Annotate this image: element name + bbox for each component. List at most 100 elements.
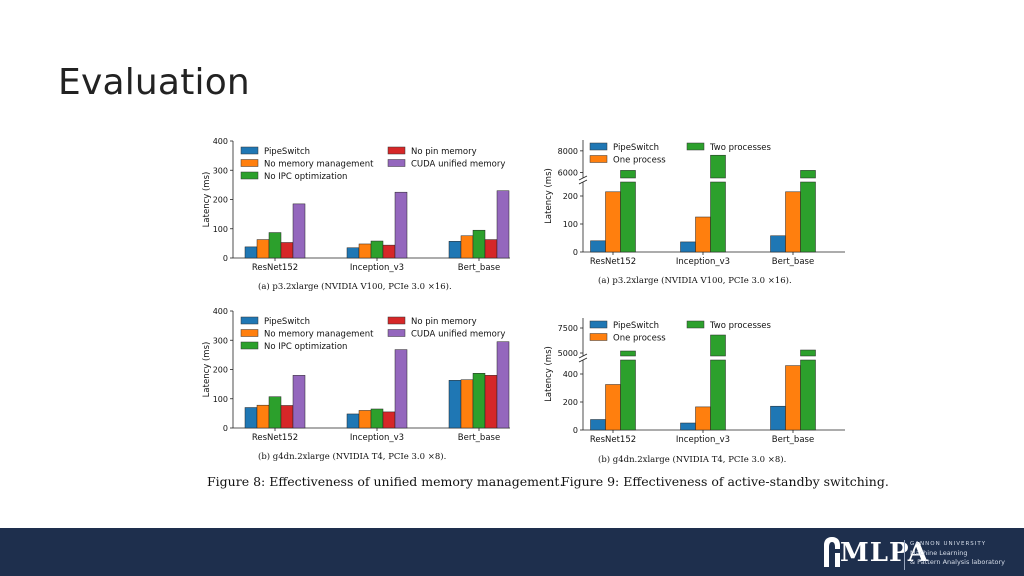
bar: [472, 229, 486, 259]
legend-label: CUDA unified memory: [411, 160, 505, 170]
y-tick-label: 400: [213, 307, 228, 316]
bar: [496, 341, 510, 429]
bar: [346, 247, 360, 259]
bar: [256, 404, 270, 429]
legend-swatch: [589, 320, 608, 329]
bar: [680, 422, 696, 431]
legend-swatch: [240, 341, 259, 350]
bar-lower-segment: [800, 181, 816, 253]
bar-upper-segment: [620, 350, 636, 357]
x-tick-label: Bert_base: [458, 263, 500, 273]
bar: [695, 406, 711, 431]
y-tick-label: 6000: [558, 169, 578, 178]
legend-swatch: [387, 329, 406, 337]
bar: [358, 243, 372, 259]
bar-upper-segment: [800, 170, 816, 179]
y-tick-label: 0: [223, 254, 228, 263]
x-tick-label: ResNet152: [252, 433, 298, 443]
x-tick-label: Inception_v3: [676, 435, 730, 445]
chart-caption: (a) p3.2xlarge (NVIDIA V100, PCIe 3.0 ×1…: [598, 275, 792, 286]
chart-caption: (b) g4dn.2xlarge (NVIDIA T4, PCIe 3.0 ×8…: [598, 454, 786, 465]
legend-label: No IPC optimization: [264, 172, 347, 182]
slide-title: Evaluation: [58, 62, 250, 103]
logo-divider: [904, 540, 905, 570]
legend-swatch: [240, 329, 259, 337]
lab-logo-text: MLPA: [840, 538, 929, 568]
x-tick-label: Bert_base: [772, 435, 814, 445]
chart-caption: (a) p3.2xlarge (NVIDIA V100, PCIe 3.0 ×1…: [258, 281, 452, 292]
bar-lower-segment: [800, 359, 816, 431]
y-tick-label: 400: [213, 137, 228, 146]
y-tick-label: 200: [563, 192, 578, 201]
bar: [680, 241, 696, 253]
y-tick-label: 400: [563, 370, 578, 379]
bar: [448, 241, 462, 259]
legend-label: No pin memory: [411, 317, 477, 327]
bar: [448, 380, 462, 429]
legend-label: CUDA unified memory: [411, 330, 505, 340]
x-tick-label: Bert_base: [772, 257, 814, 267]
legend-label: Two processes: [709, 143, 772, 153]
legend-swatch: [589, 333, 608, 341]
x-tick-label: ResNet152: [590, 435, 636, 445]
y-axis-label: Latency (ms): [544, 346, 554, 402]
bar: [605, 384, 621, 431]
figure-9-caption: Figure 9: Effectiveness of active-standb…: [561, 474, 889, 489]
bar: [605, 191, 621, 253]
bar: [382, 244, 396, 259]
legend-label: PipeSwitch: [264, 147, 310, 157]
bar: [256, 239, 270, 259]
bar: [280, 242, 294, 259]
y-tick-label: 8000: [558, 147, 578, 156]
x-tick-label: Bert_base: [458, 433, 500, 443]
x-tick-label: ResNet152: [252, 263, 298, 273]
bar: [770, 405, 786, 431]
legend-swatch: [240, 316, 259, 325]
y-tick-label: 300: [213, 336, 228, 345]
bar: [268, 232, 282, 259]
lab-name-line-1: Machine Learning: [910, 549, 968, 557]
y-tick-label: 100: [213, 225, 228, 234]
bar-lower-segment: [620, 181, 636, 253]
chart-fig9a: 0 100 200 6000 8000 Latency (ms) ResNet152 Ince…: [544, 140, 845, 286]
bar: [370, 240, 384, 259]
legend-swatch: [240, 146, 259, 155]
legend-label: No memory management: [264, 160, 374, 170]
y-axis-label: Latency (ms): [544, 168, 554, 224]
y-tick-label: 5000: [558, 349, 578, 358]
bar: [268, 396, 282, 429]
x-tick-label: ResNet152: [590, 257, 636, 267]
bar: [244, 407, 258, 429]
bar: [358, 410, 372, 429]
y-axis-label: Latency (ms): [202, 172, 212, 228]
bar: [394, 191, 408, 259]
legend-swatch: [589, 142, 608, 151]
lab-name-line-2: & Pattern Analysis laboratory: [910, 558, 1006, 566]
legend-label: No IPC optimization: [264, 342, 347, 352]
chart-fig9b: 0 200 400 5000 7500 Latency (ms) ResNet152 Ince…: [544, 318, 845, 465]
y-tick-label: 200: [213, 366, 228, 375]
bar: [590, 240, 606, 253]
bar: [785, 365, 801, 431]
legend-label: PipeSwitch: [613, 321, 659, 331]
figure-8-caption: Figure 8: Effectiveness of unified memor…: [207, 474, 564, 489]
axis-break-mark: [578, 175, 588, 181]
bar-upper-segment: [800, 349, 816, 357]
axis-break-mark: [578, 353, 588, 359]
y-tick-label: 7500: [558, 324, 578, 333]
bar: [496, 190, 510, 259]
y-tick-label: 200: [563, 398, 578, 407]
y-tick-label: 100: [213, 395, 228, 404]
bar-upper-segment: [710, 154, 726, 179]
bar-lower-segment: [620, 359, 636, 431]
bar-lower-segment: [710, 359, 726, 431]
y-tick-label: 100: [563, 220, 578, 229]
bar: [292, 375, 306, 429]
bar: [394, 349, 408, 429]
y-tick-label: 200: [213, 196, 228, 205]
legend-label: PipeSwitch: [264, 317, 310, 327]
legend-swatch: [387, 316, 406, 325]
footer-bar: [0, 528, 1024, 576]
legend-swatch: [387, 146, 406, 155]
